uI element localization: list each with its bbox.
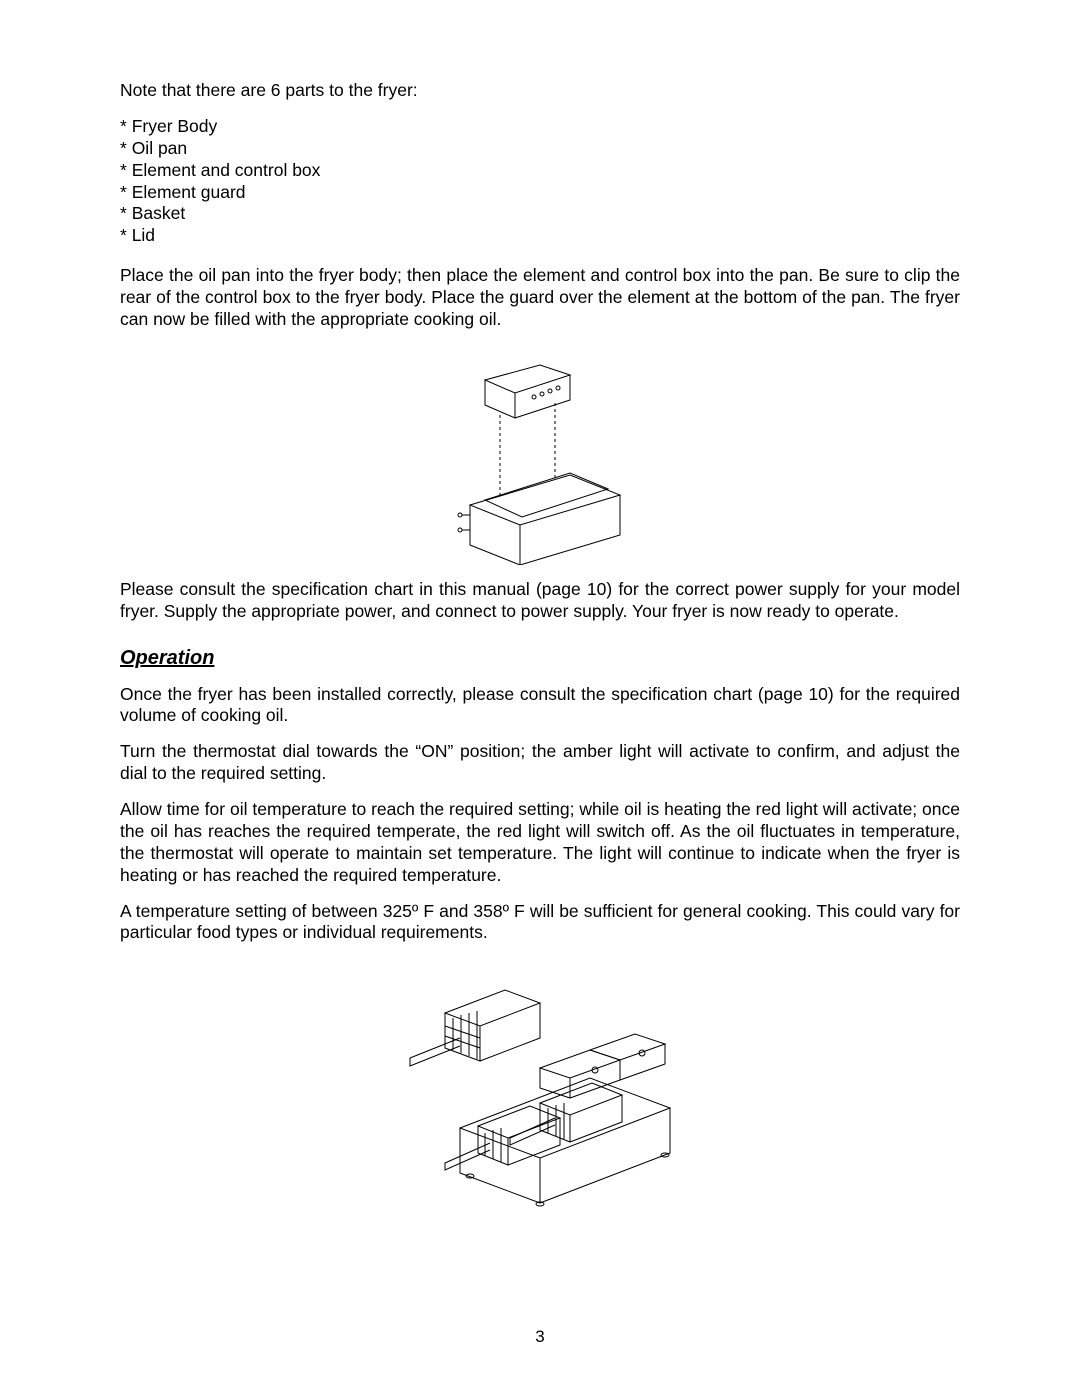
operation-paragraph-1: Once the fryer has been installed correc… [120, 684, 960, 728]
parts-list: * Fryer Body * Oil pan * Element and con… [120, 116, 960, 247]
parts-item-label: Lid [132, 225, 155, 245]
list-item: * Element guard [120, 182, 960, 204]
operation-paragraph-4: A temperature setting of between 325º F … [120, 901, 960, 945]
list-item: * Lid [120, 225, 960, 247]
operation-paragraph-3: Allow time for oil temperature to reach … [120, 799, 960, 887]
parts-item-label: Fryer Body [132, 116, 218, 136]
list-item: * Element and control box [120, 160, 960, 182]
assembled-fryer-diagram [390, 958, 690, 1218]
parts-item-label: Basket [132, 203, 186, 223]
parts-item-label: Element and control box [132, 160, 321, 180]
document-page: Note that there are 6 parts to the fryer… [0, 0, 1080, 1397]
power-paragraph: Please consult the specification chart i… [120, 579, 960, 623]
page-number: 3 [0, 1327, 1080, 1347]
parts-item-label: Oil pan [132, 138, 187, 158]
parts-item-label: Element guard [132, 182, 246, 202]
operation-paragraph-2: Turn the thermostat dial towards the “ON… [120, 741, 960, 785]
intro-paragraph: Note that there are 6 parts to the fryer… [120, 80, 960, 102]
list-item: * Basket [120, 203, 960, 225]
list-item: * Fryer Body [120, 116, 960, 138]
list-item: * Oil pan [120, 138, 960, 160]
exploded-view-diagram [430, 345, 650, 565]
assembly-paragraph: Place the oil pan into the fryer body; t… [120, 265, 960, 331]
operation-heading: Operation [120, 647, 960, 670]
